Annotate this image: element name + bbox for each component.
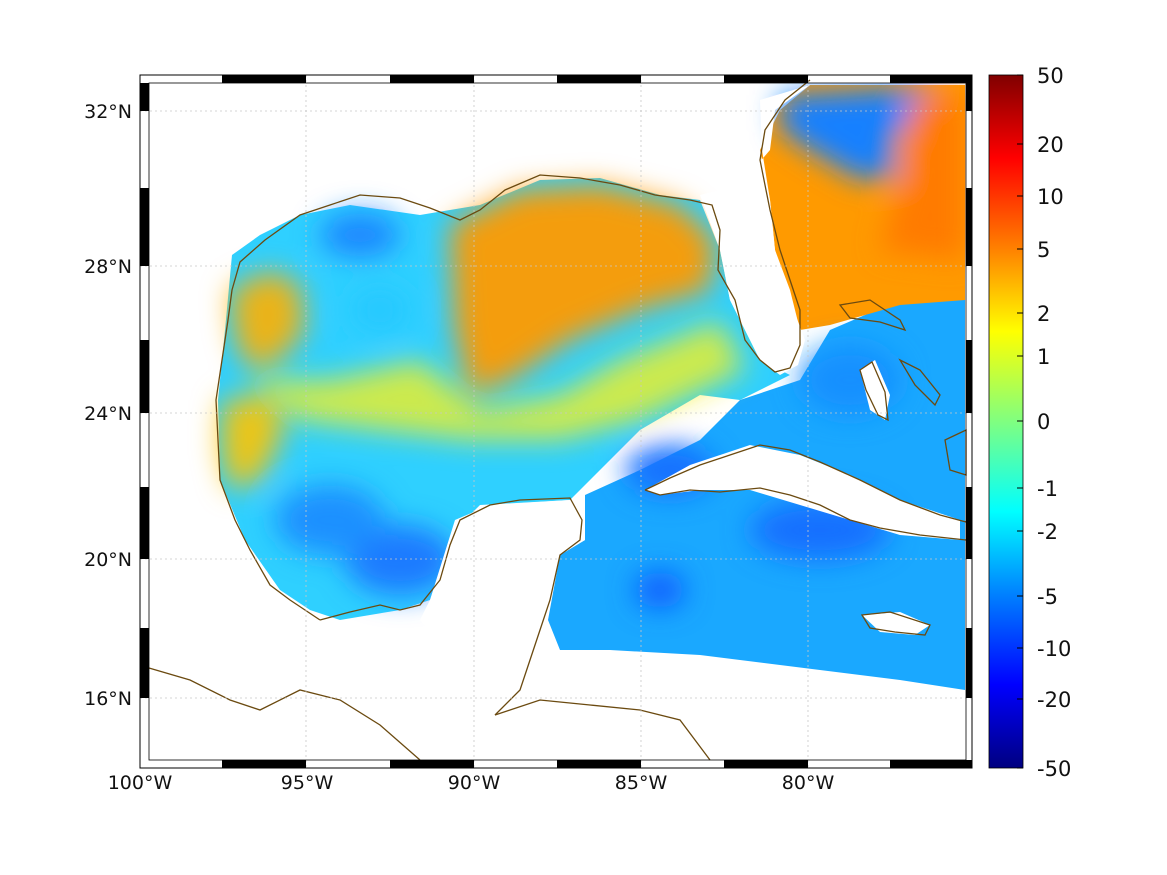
map-frame xyxy=(139,74,973,769)
gulf-coast xyxy=(215,79,811,621)
lon-label: 95°W xyxy=(281,772,334,794)
coastlines xyxy=(148,79,967,761)
cool-eddy-central xyxy=(350,288,410,332)
colorbar-ticks xyxy=(1017,74,1023,769)
colorbar-label: -2 xyxy=(1037,520,1058,544)
colorbar: 50 20 10 5 2 1 0 -1 -2 -5 -10 -20 -50 xyxy=(988,64,1071,781)
lon-label: 85°W xyxy=(615,772,668,794)
bahamas-land xyxy=(860,360,890,420)
atlantic-warm xyxy=(880,90,965,260)
longitude-labels: 100°W 95°W 90°W 85°W 80°W xyxy=(108,772,835,794)
colorbar-label: 2 xyxy=(1037,302,1050,326)
colorbar-label: -50 xyxy=(1037,757,1071,781)
colorbar-label: -5 xyxy=(1037,585,1058,609)
mexico-south-land xyxy=(149,660,420,760)
cool-eddy-cayman xyxy=(635,572,685,608)
yucatan-coast xyxy=(319,497,583,716)
gulf-stream-cool xyxy=(780,85,930,180)
cuba-coast xyxy=(644,444,967,541)
lat-label: 16°N xyxy=(84,688,132,710)
lat-label: 28°N xyxy=(84,256,132,278)
lon-label: 100°W xyxy=(108,772,173,794)
colorbar-label: 10 xyxy=(1037,185,1064,209)
colorbar-label: -10 xyxy=(1037,637,1071,661)
central-america-coast xyxy=(494,699,711,761)
lon-label: 90°W xyxy=(448,772,501,794)
anomaly-field xyxy=(218,85,965,690)
jamaica-coast xyxy=(860,611,931,636)
lat-label: 32°N xyxy=(84,101,132,123)
colorbar-label: 50 xyxy=(1037,64,1064,88)
colorbar-label: 5 xyxy=(1037,238,1050,262)
lat-label: 24°N xyxy=(84,403,132,425)
colorbar-label: -20 xyxy=(1037,688,1071,712)
cool-eddy-nw xyxy=(320,213,400,257)
bahamas-coast xyxy=(838,299,941,422)
yellow-belt xyxy=(250,320,745,440)
lon-label: 80°W xyxy=(782,772,835,794)
lat-label: 20°N xyxy=(84,549,132,571)
cool-eddy-south xyxy=(345,525,455,595)
warm-anomaly-west xyxy=(230,270,305,370)
colorbar-labels: 50 20 10 5 2 1 0 -1 -2 -5 -10 -20 -50 xyxy=(1037,64,1071,781)
colorbar-label: -1 xyxy=(1037,477,1058,501)
warm-anomaly-southwest xyxy=(220,395,285,490)
colorbar-label: 0 xyxy=(1037,410,1050,434)
warm-anomaly xyxy=(450,185,715,395)
yucatan-land xyxy=(420,500,585,680)
cool-eddy-bay xyxy=(275,485,385,555)
florida-land xyxy=(700,85,810,375)
gridlines xyxy=(140,75,972,768)
pacific-coast xyxy=(148,667,421,761)
latitude-labels: 32°N 28°N 24°N 20°N 16°N xyxy=(84,101,132,710)
cuba-land xyxy=(645,445,960,540)
colorbar-label: 20 xyxy=(1037,133,1064,157)
colorbar-label: 1 xyxy=(1037,345,1050,369)
